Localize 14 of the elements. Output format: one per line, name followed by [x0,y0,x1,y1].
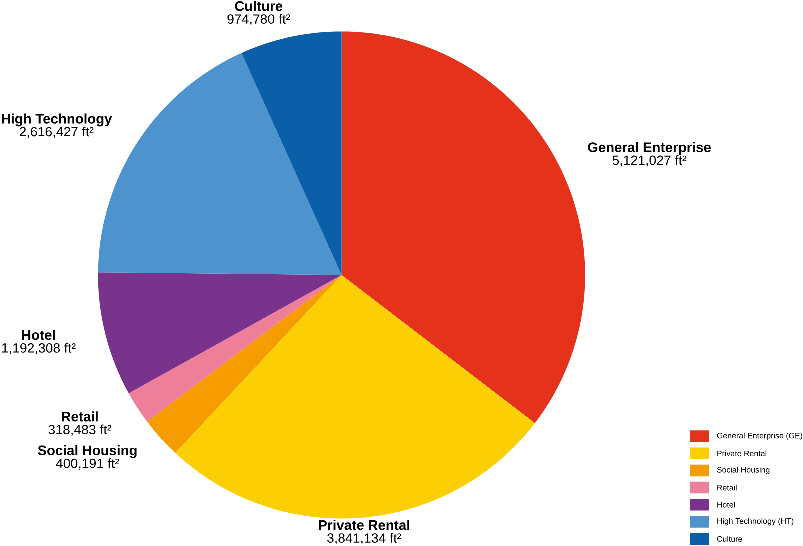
text: Retail [62,412,98,422]
text: Social Housing [38,446,137,459]
text: High Technology [2,114,112,127]
text: General Enterprise [588,142,711,156]
text: Culture [235,1,283,12]
data-label: 5,121,027 ft² [612,156,687,167]
text: Private Rental [319,520,410,530]
data-label: 3,841,134 ft² [328,533,402,545]
data-label: 1,192,308 ft² [2,343,76,355]
text: Hotel [22,330,56,340]
data-label: 400,191 ft² [56,458,120,470]
data-label: 2,616,427 ft² [20,127,94,138]
data-label: 318,483 ft² [48,424,112,436]
data-label: 974,780 ft² [228,14,290,26]
